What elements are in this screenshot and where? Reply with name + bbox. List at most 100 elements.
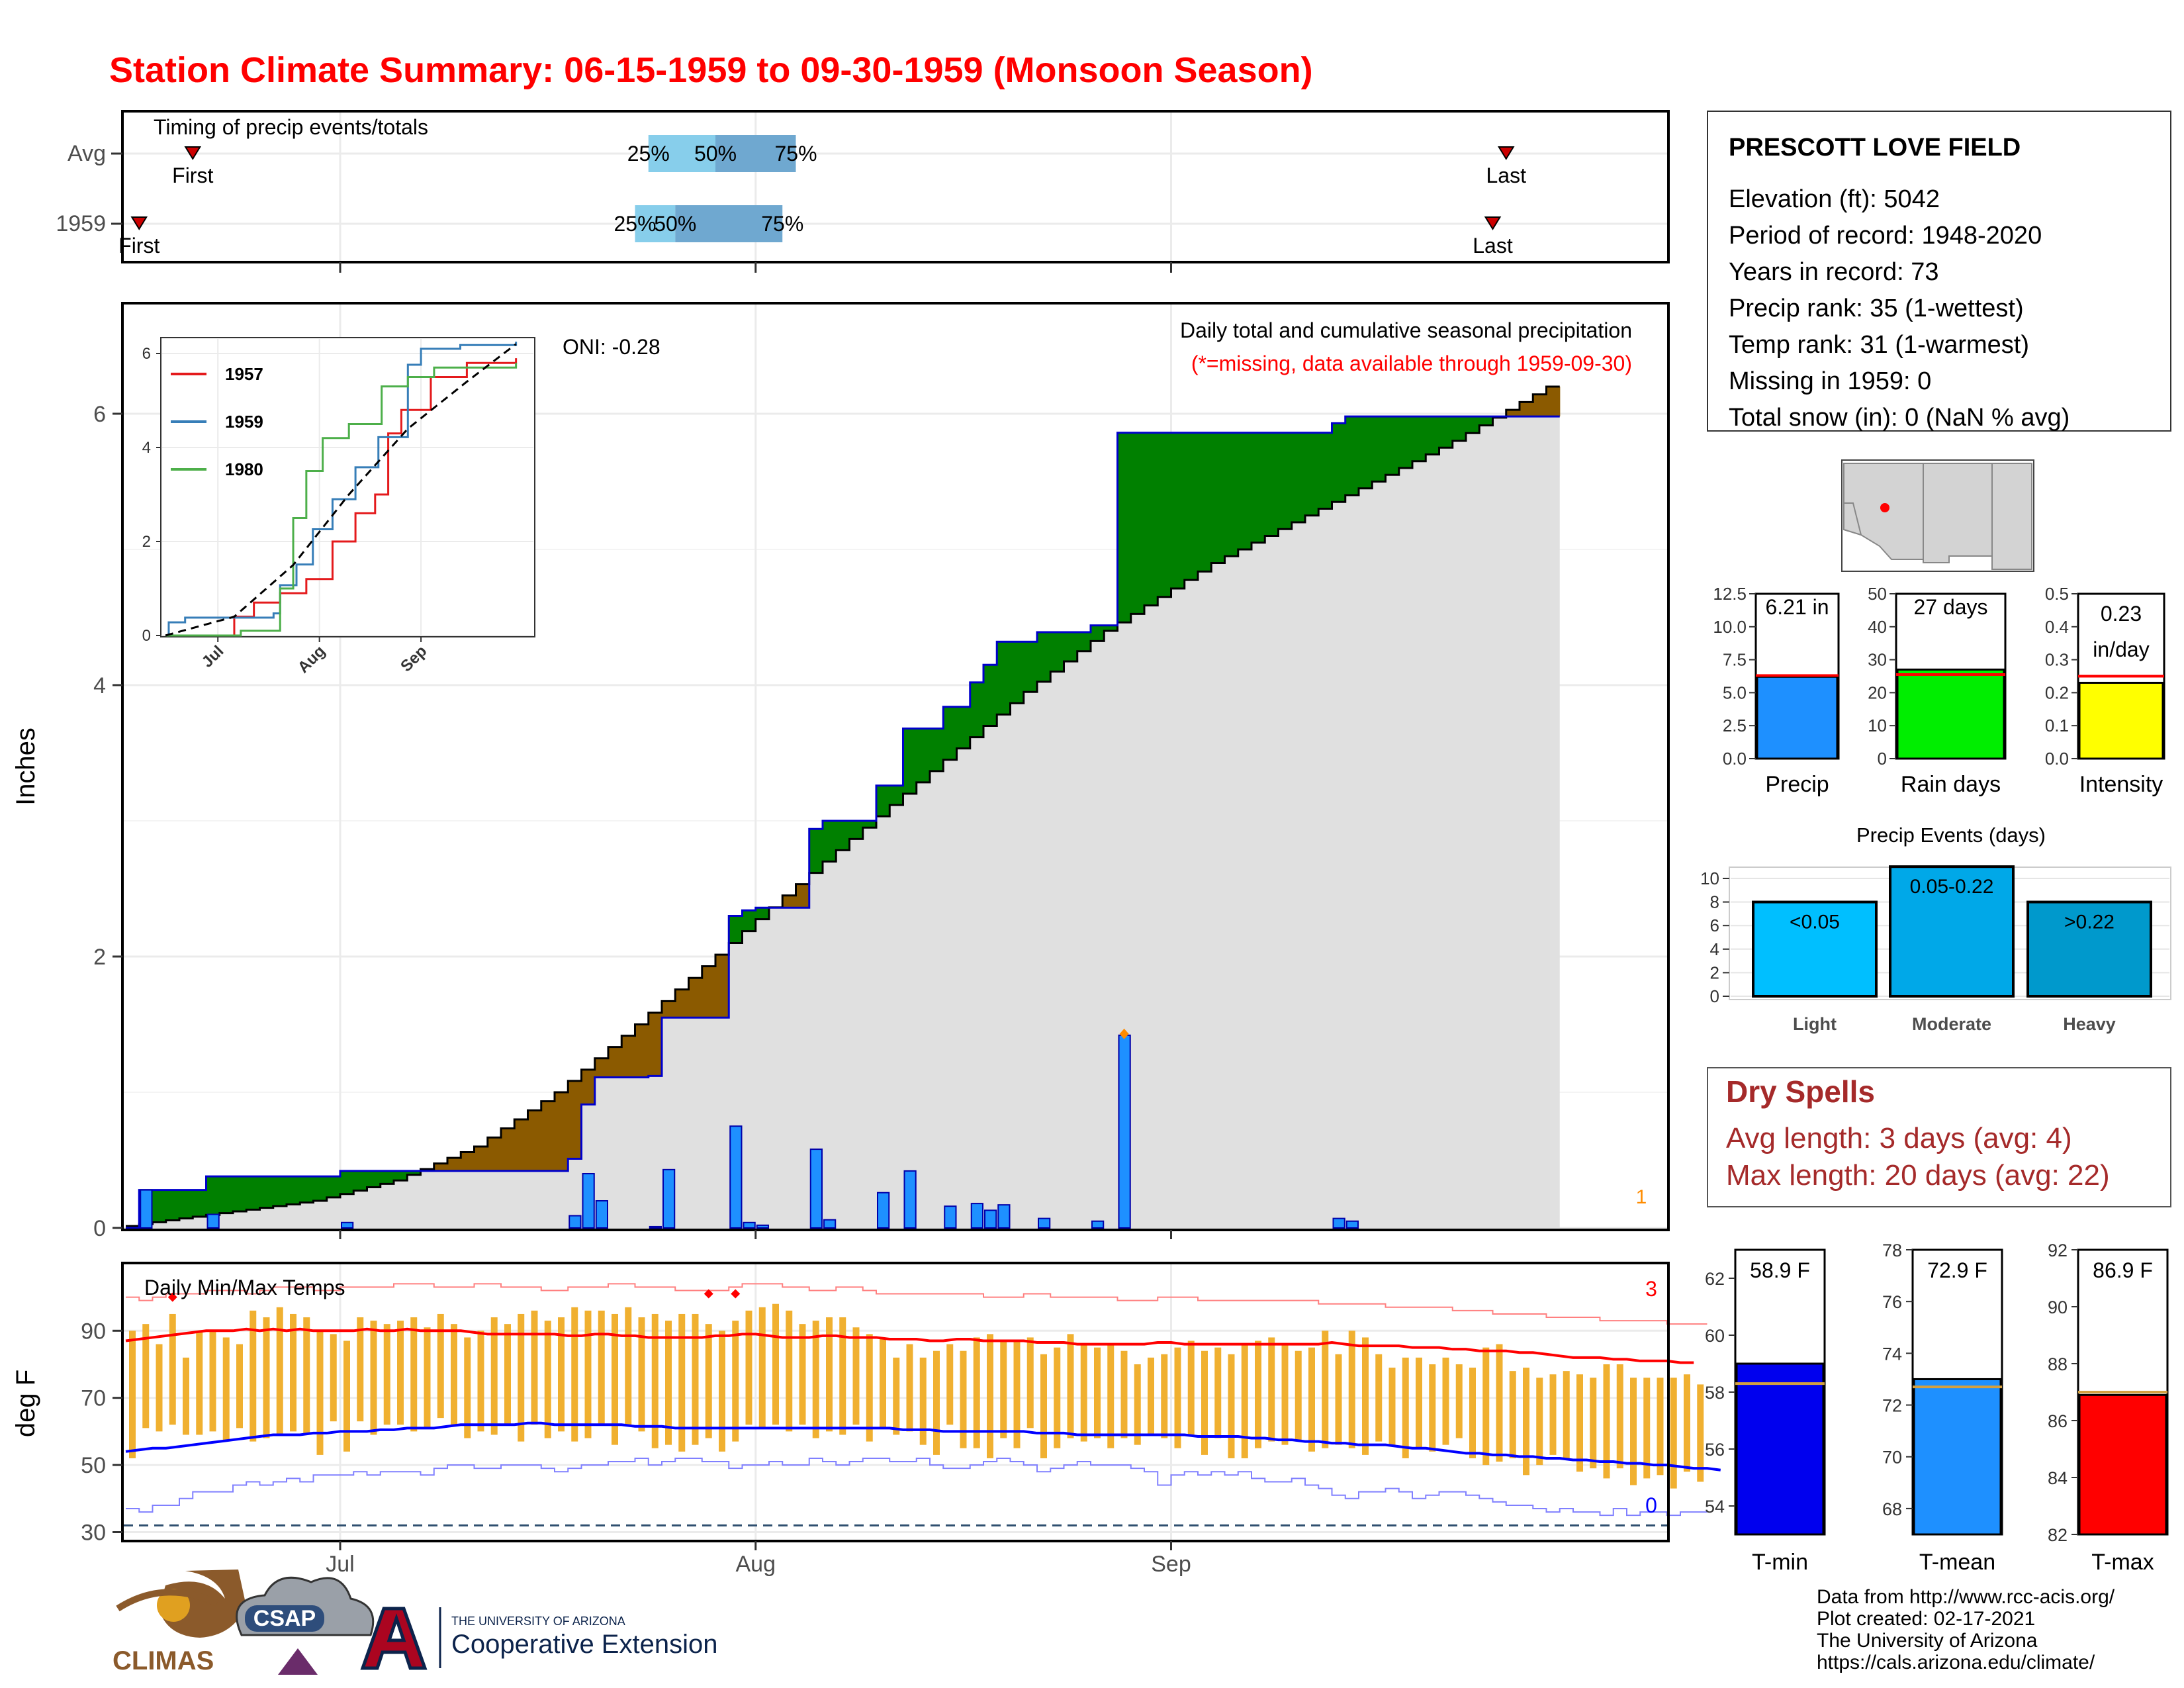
mini-bar-unit-label: in/day bbox=[2093, 637, 2149, 661]
timing-q25-label: 25% bbox=[614, 212, 656, 236]
temp-title: Daily Min/Max Temps bbox=[144, 1276, 345, 1299]
daily-precip-bar bbox=[662, 1168, 676, 1229]
above-average-fill bbox=[1278, 432, 1293, 530]
above-average-fill bbox=[152, 1190, 167, 1223]
events-bar-heavy bbox=[2026, 900, 2152, 998]
below-average-fill bbox=[501, 1128, 515, 1171]
above-average-fill bbox=[165, 1190, 180, 1221]
below-average-fill bbox=[474, 1147, 488, 1171]
temp-plot bbox=[124, 1283, 1721, 1526]
daily-temp-range-bar bbox=[973, 1337, 980, 1448]
mini-bar-y-tick-label: 10.0 bbox=[1713, 617, 1747, 637]
above-average-fill bbox=[1466, 416, 1480, 434]
mini-bar-y-tick-label: 0.2 bbox=[2045, 682, 2069, 702]
daily-precip-bar bbox=[944, 1205, 957, 1229]
temp-bar-value-label: 86.9 F bbox=[2093, 1258, 2153, 1282]
station-temp-rank: Temp rank: 31 (1-warmest) bbox=[1729, 331, 2029, 359]
mini-bar-value-label: 0.23 bbox=[2101, 602, 2142, 626]
above-average-fill bbox=[983, 665, 997, 726]
below-average-fill bbox=[514, 1119, 529, 1171]
csap-text: CSAP bbox=[253, 1606, 316, 1631]
daily-temp-range-bar bbox=[651, 1313, 659, 1448]
inset-series-avg bbox=[165, 343, 517, 637]
above-average-fill bbox=[1251, 432, 1265, 543]
temp-x-tick-label: Aug bbox=[736, 1552, 776, 1577]
above-average-fill bbox=[259, 1176, 274, 1208]
precip-y-axis-label: Inches bbox=[11, 727, 40, 806]
footer-url: https://cals.arizona.edu/climate/ bbox=[1817, 1652, 2095, 1673]
csap-badge bbox=[245, 1605, 324, 1632]
inset-y-tick-label: 4 bbox=[142, 439, 151, 457]
temp-bar-value-2 bbox=[2078, 1393, 2167, 1536]
oni-label: ONI: -0.28 bbox=[563, 335, 660, 359]
timing-row-label-year: 1959 bbox=[56, 211, 106, 236]
events-title: Precip Events (days) bbox=[1856, 823, 2046, 847]
daily-temp-range-bar bbox=[1040, 1354, 1047, 1458]
mini-bar-y-tick-label: 0.1 bbox=[2045, 716, 2069, 735]
dry-spells-frame bbox=[1707, 1067, 2171, 1207]
daily-temp-range-bar bbox=[1643, 1378, 1651, 1479]
daily-temp-range-bar bbox=[250, 1310, 257, 1442]
below-average-fill bbox=[675, 989, 690, 1018]
footer-data-source: Data from http://www.rcc-acis.org/ bbox=[1817, 1586, 2115, 1608]
temp-bar-title: T-mean bbox=[1919, 1550, 1995, 1575]
daily-temp-range-bar bbox=[1134, 1364, 1141, 1445]
daily-temp-range-bar bbox=[1148, 1357, 1154, 1435]
above-average-fill bbox=[380, 1170, 394, 1184]
above-average-fill bbox=[367, 1170, 381, 1188]
temp-y-tick-label: 30 bbox=[81, 1521, 106, 1546]
timing-last-marker-icon bbox=[1484, 216, 1502, 230]
temp-y-axis-label: deg F bbox=[11, 1370, 40, 1437]
daily-precip-bar bbox=[903, 1170, 917, 1229]
daily-temp-range-bar bbox=[1268, 1337, 1275, 1442]
precip-missing-caption: (*=missing, data available through 1959-… bbox=[1191, 352, 1632, 375]
daily-temp-range-bar bbox=[1228, 1354, 1235, 1458]
precip-plot bbox=[126, 385, 1561, 1229]
climas-logo-swoosh bbox=[116, 1589, 219, 1612]
daily-temp-range-bar bbox=[169, 1313, 176, 1425]
above-average-fill bbox=[1023, 641, 1038, 692]
daily-precip-bar bbox=[595, 1200, 608, 1229]
daily-precip-bar bbox=[341, 1221, 354, 1229]
below-average-fill bbox=[461, 1152, 475, 1171]
daily-temp-range-bar bbox=[129, 1331, 136, 1458]
mini-bar-y-tick-label: 0 bbox=[1878, 749, 1887, 769]
temp-bar-y-tick-label: 92 bbox=[2048, 1241, 2068, 1260]
daily-temp-range-bar bbox=[1161, 1354, 1168, 1438]
above-average-fill bbox=[273, 1176, 287, 1206]
timing-title: Timing of precip events/totals bbox=[154, 115, 428, 139]
above-average-fill bbox=[1398, 416, 1413, 468]
above-average-fill bbox=[956, 706, 971, 749]
precip-caption: Daily total and cumulative seasonal prec… bbox=[1180, 318, 1632, 342]
daily-temp-range-bar bbox=[424, 1327, 431, 1429]
daily-temp-range-bar bbox=[1026, 1337, 1034, 1429]
mini-bar-title: Rain days bbox=[1901, 772, 2001, 797]
above-average-fill bbox=[340, 1170, 354, 1194]
record-high-marker-icon bbox=[731, 1289, 741, 1299]
daily-temp-range-bar bbox=[705, 1324, 712, 1438]
daily-temp-range-bar bbox=[852, 1327, 860, 1425]
daily-temp-range-bar bbox=[1214, 1347, 1222, 1438]
temp-x-tick-label: Jul bbox=[326, 1552, 354, 1577]
below-average-fill bbox=[433, 1163, 448, 1171]
above-average-fill bbox=[1198, 432, 1212, 572]
dry-spells-avg-length: Avg length: 3 days (avg: 4) bbox=[1726, 1122, 2072, 1154]
below-average-fill bbox=[447, 1158, 461, 1171]
above-average-fill bbox=[916, 728, 931, 782]
daily-temp-range-bar bbox=[544, 1321, 551, 1438]
university-arizona-logo: THE UNIVERSITY OF ARIZONA Cooperative Ex… bbox=[360, 1607, 717, 1670]
above-average-fill bbox=[219, 1176, 234, 1213]
above-average-fill bbox=[1439, 416, 1453, 448]
inset-y-tick-label: 0 bbox=[142, 627, 151, 645]
daily-temp-range-bar bbox=[276, 1307, 283, 1435]
above-average-fill bbox=[313, 1176, 328, 1201]
above-average-fill bbox=[1050, 632, 1065, 672]
timing-last-label: Last bbox=[1486, 164, 1527, 187]
daily-temp-range-bar bbox=[866, 1334, 873, 1442]
daily-temp-range-bar bbox=[1603, 1364, 1610, 1479]
daily-temp-range-bar bbox=[330, 1334, 337, 1422]
daily-temp-range-bar bbox=[183, 1357, 189, 1435]
mini-bar-value-label: 27 days bbox=[1913, 595, 1987, 619]
daily-temp-range-bar bbox=[692, 1313, 699, 1445]
